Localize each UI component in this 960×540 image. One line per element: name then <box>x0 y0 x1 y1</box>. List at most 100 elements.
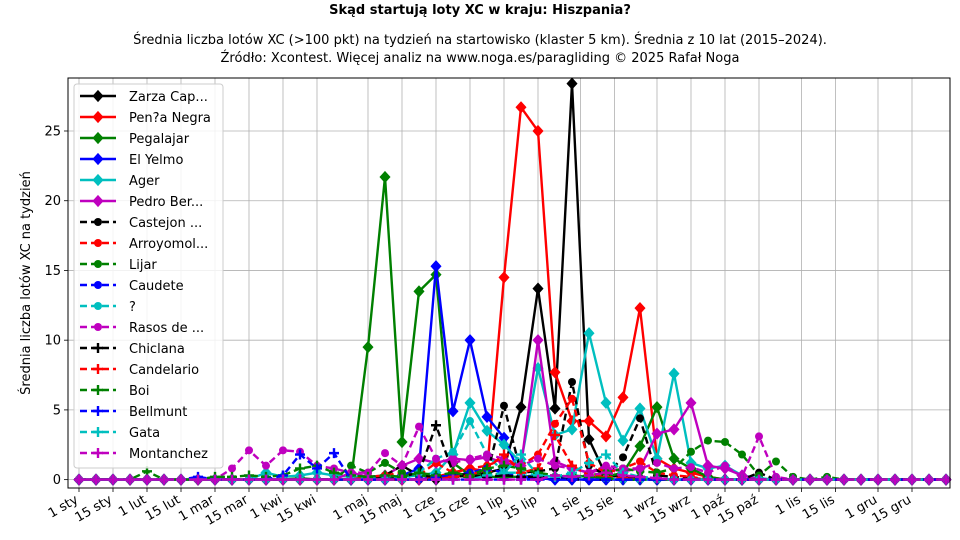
data-point <box>363 474 373 485</box>
data-point <box>515 101 527 114</box>
data-point <box>721 437 729 446</box>
data-point <box>685 396 697 410</box>
data-point <box>483 450 491 459</box>
legend-item: Boi <box>80 384 149 399</box>
legend-item: Arroyomol... <box>80 237 208 252</box>
data-point <box>907 474 917 485</box>
data-point <box>669 474 679 485</box>
legend-marker <box>93 427 103 437</box>
legend-item: Candelario <box>80 363 199 378</box>
data-point <box>856 474 866 485</box>
legend-marker <box>94 260 102 268</box>
data-point <box>617 434 629 447</box>
series-line <box>79 471 946 481</box>
series-line <box>79 464 946 481</box>
data-point <box>566 423 578 436</box>
legend-label: Chiclana <box>129 342 185 357</box>
legend-label: Zarza Cap... <box>129 90 208 105</box>
data-point <box>551 419 559 428</box>
data-point <box>737 474 747 485</box>
data-point <box>720 474 730 485</box>
x-tick-label: 15 sty <box>73 492 116 525</box>
data-point <box>583 327 595 340</box>
data-point <box>532 282 544 295</box>
legend-label: Montanchez <box>129 447 208 462</box>
data-point <box>636 414 644 423</box>
data-point <box>108 474 118 485</box>
data-point <box>754 474 764 485</box>
data-point <box>176 474 186 485</box>
data-point <box>464 396 476 410</box>
data-point <box>635 471 645 482</box>
legend-marker <box>94 302 102 310</box>
data-point <box>788 474 798 485</box>
y-tick-label: 5 <box>53 403 61 418</box>
data-point <box>634 402 646 415</box>
data-point <box>583 433 595 446</box>
data-point <box>772 457 780 466</box>
legend-label: Candelario <box>129 363 199 378</box>
legend-item: Bellmunt <box>80 405 187 420</box>
data-point <box>499 474 509 485</box>
legend-marker <box>93 364 103 374</box>
data-point <box>414 474 424 485</box>
data-point <box>687 463 695 472</box>
data-point <box>312 463 322 474</box>
data-point <box>261 474 271 485</box>
legend-item: Pedro Ber... <box>80 194 203 210</box>
data-point <box>652 473 662 484</box>
legend-label: Arroyomol... <box>129 237 208 252</box>
legend-item: Lijar <box>80 258 157 273</box>
x-tick-label: 15 gru <box>870 492 914 526</box>
y-tick-label: 10 <box>44 334 61 349</box>
data-point <box>755 432 763 441</box>
legend-item: El Yelmo <box>80 152 183 168</box>
legend-marker <box>92 194 104 208</box>
legend-item: Castejon ... <box>80 216 202 231</box>
data-point <box>228 464 236 473</box>
data-point <box>653 468 661 477</box>
data-point <box>481 410 493 423</box>
x-tick-label: 15 lut <box>143 492 183 524</box>
data-point <box>362 341 374 354</box>
data-point <box>262 461 270 470</box>
data-point <box>636 464 644 473</box>
data-point <box>941 474 951 485</box>
legend-label: Boi <box>129 384 149 399</box>
data-point <box>312 474 322 485</box>
legend-label: Ager <box>129 174 160 189</box>
data-point <box>668 452 680 465</box>
legend-marker <box>94 323 102 331</box>
chart-subtitle: Średnia liczba lotów XC (>100 pkt) na ty… <box>133 33 827 48</box>
data-point <box>668 367 680 380</box>
data-point <box>295 449 305 460</box>
legend-marker <box>93 385 103 395</box>
legend-label: Lijar <box>129 258 157 273</box>
data-point <box>771 474 781 485</box>
data-point <box>601 467 611 478</box>
legend-marker <box>94 218 102 226</box>
legend-marker <box>93 343 103 353</box>
legend-item: Zarza Cap... <box>80 89 208 105</box>
data-point <box>193 474 203 485</box>
data-point <box>465 474 475 485</box>
data-point <box>551 461 559 470</box>
data-point <box>583 414 595 428</box>
data-point <box>431 420 441 431</box>
legend-label: Pen?a Negra <box>129 111 211 126</box>
data-point <box>500 401 508 410</box>
data-point <box>396 435 408 449</box>
data-point <box>481 424 493 437</box>
legend-item: Caudete <box>80 279 184 294</box>
data-point <box>567 471 577 482</box>
legend-item: Montanchez <box>80 447 208 462</box>
legend-marker <box>92 152 104 166</box>
data-point <box>584 457 594 468</box>
y-tick-label: 0 <box>53 473 61 488</box>
y-tick-label: 20 <box>44 194 61 209</box>
data-point <box>805 474 815 485</box>
data-point <box>618 470 628 481</box>
data-point <box>74 474 84 485</box>
data-point <box>329 448 339 459</box>
